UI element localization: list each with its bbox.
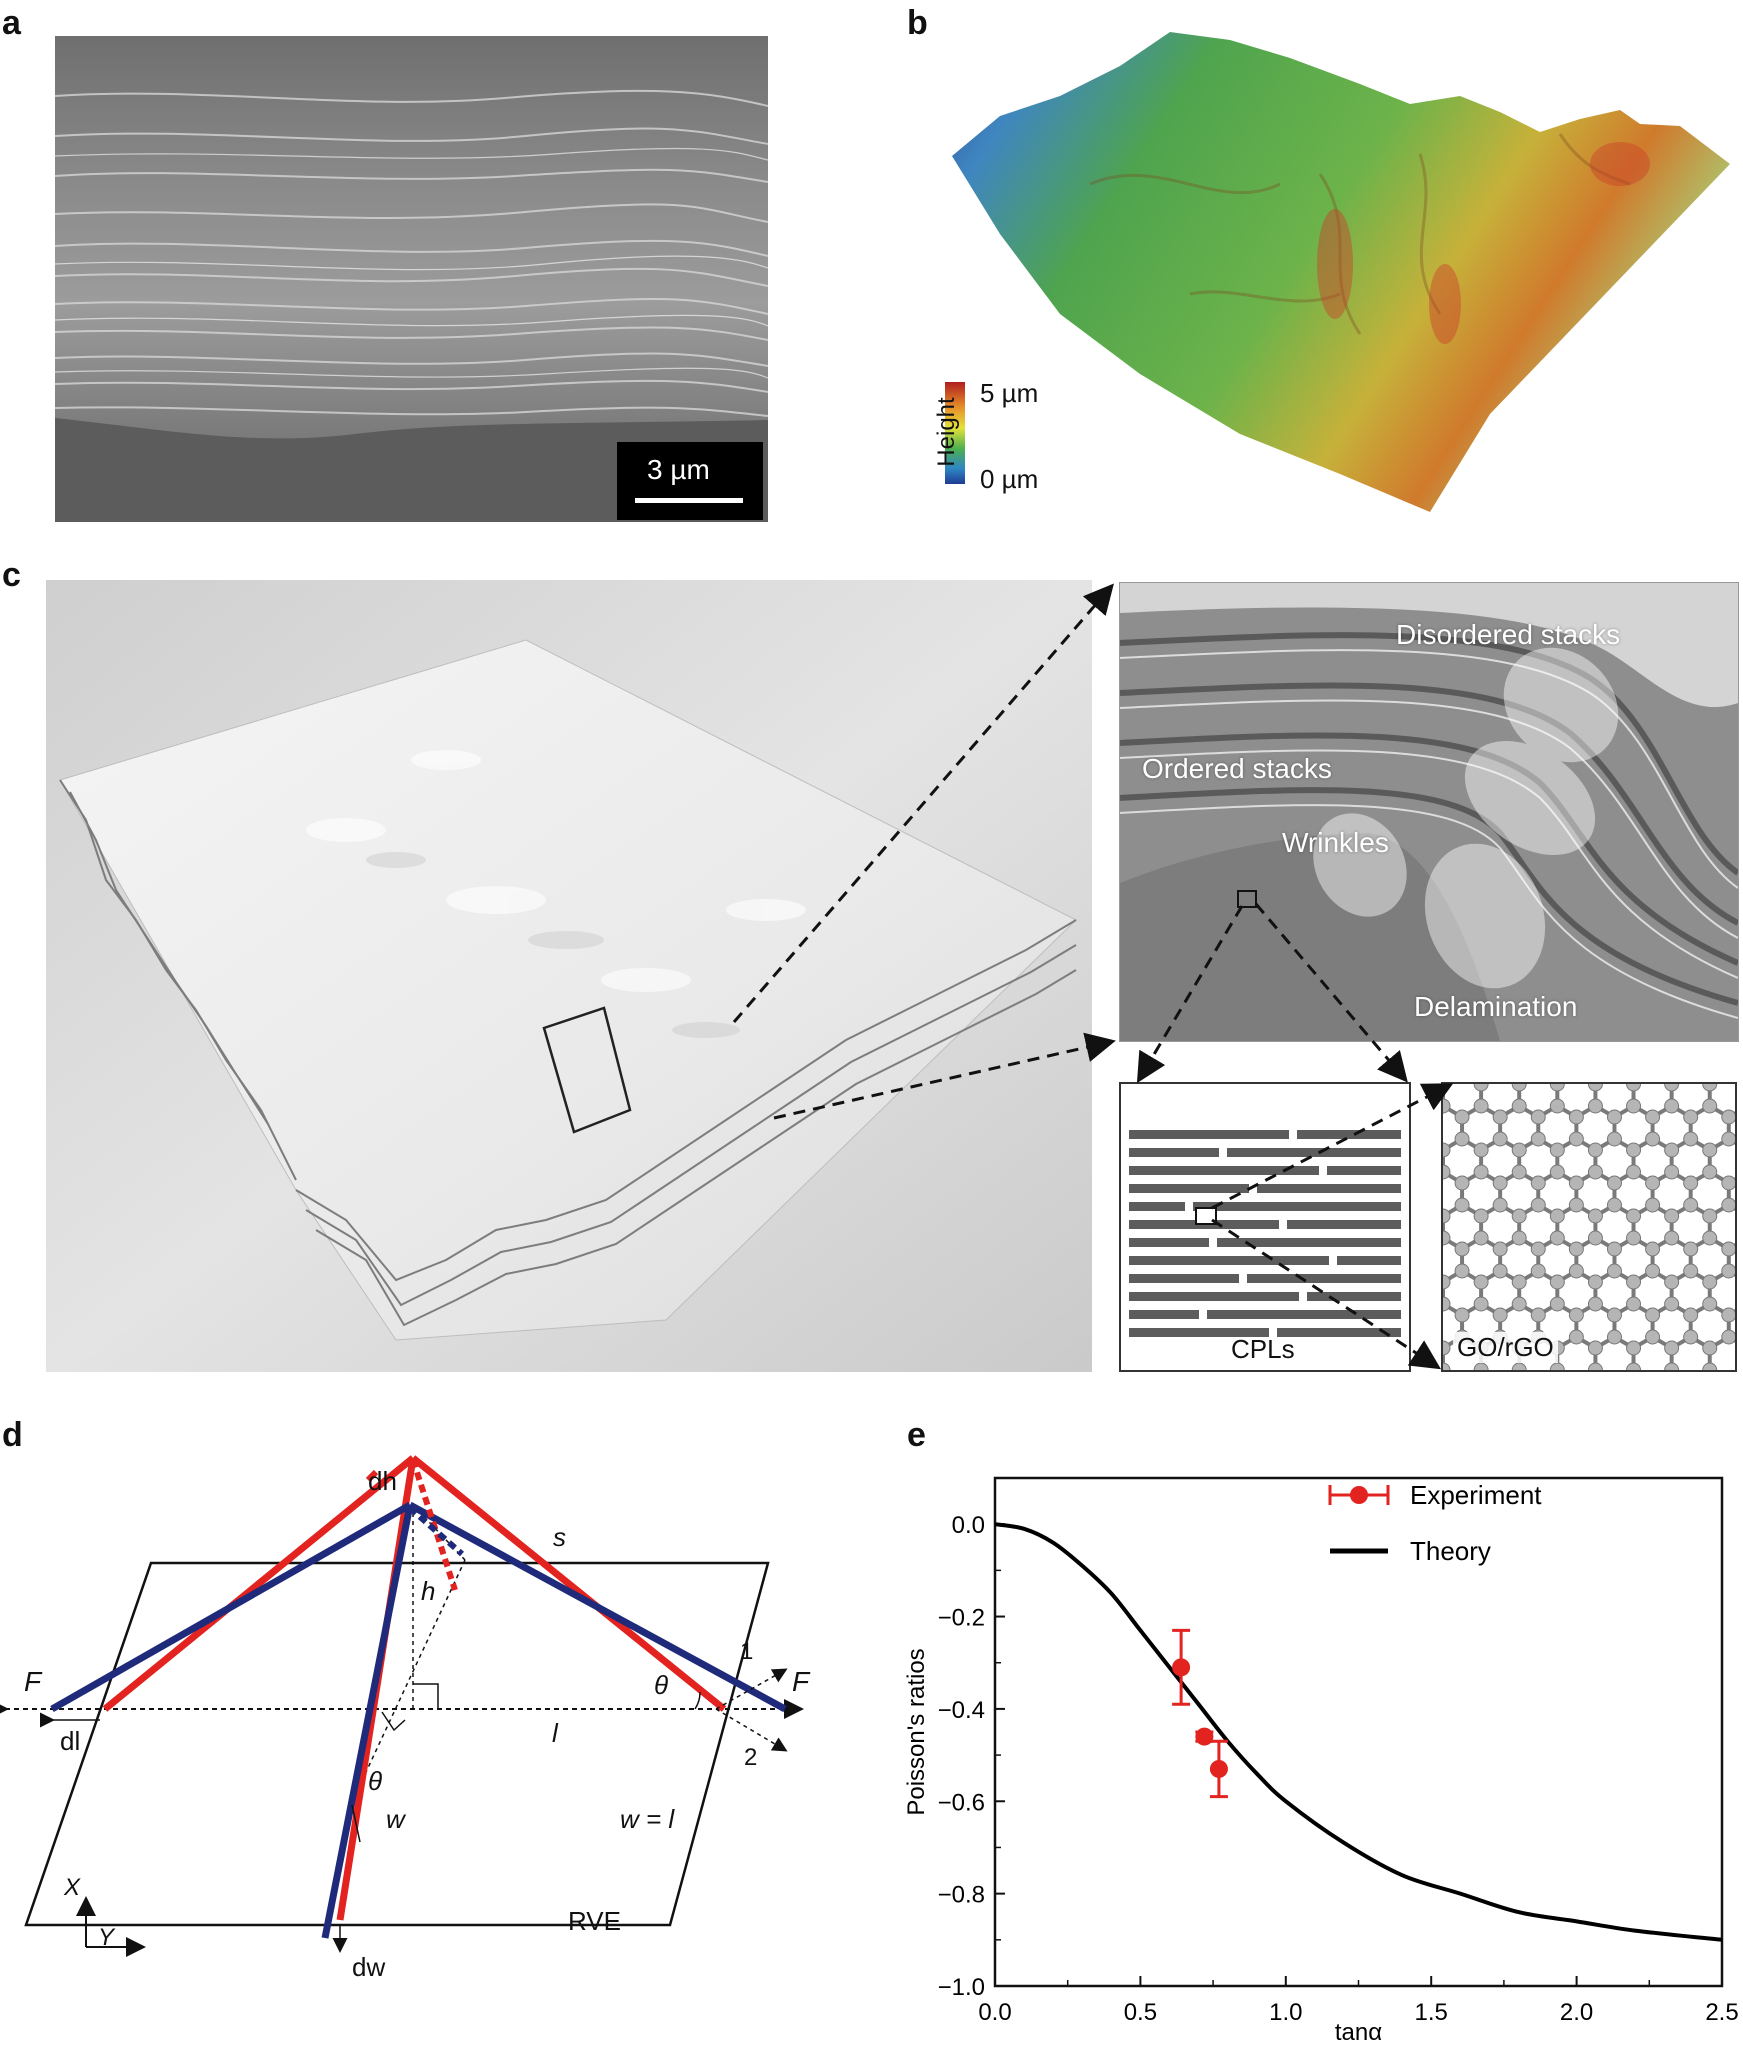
poisson-ratio-chart: 0.0 −0.2 −0.4 −0.6 −0.8 −1.0 0.0 0.5 1.0 1.5 2.0 2… (903, 1476, 1739, 2046)
label-dl: dl (60, 1726, 81, 1756)
label-l: l (552, 1718, 558, 1748)
x-tick-label: 2.5 (1705, 1999, 1738, 2026)
label-ordered-stacks: Ordered stacks (1142, 753, 1332, 784)
label-dw: dw (352, 1952, 386, 1982)
y-tick-label: −0.4 (938, 1697, 985, 1724)
x-tick-label: 2.0 (1560, 1999, 1593, 2026)
x-tick-label: 1.0 (1269, 1999, 1302, 2026)
panel-letter-b: b (907, 4, 928, 42)
y-tick-label: 0.0 (952, 1512, 985, 1539)
colorbar-min-label: 0 µm (980, 464, 1039, 494)
x-axis-label: tanα (1335, 2019, 1382, 2046)
legend-experiment-label: Experiment (1410, 1480, 1542, 1510)
label-axis-y: Y (98, 1924, 115, 1951)
scale-bar-label: 3 µm (647, 454, 710, 485)
label-s: s (553, 1522, 566, 1552)
data-point-experiment (1209, 1759, 1228, 1778)
label-rve: RVE (568, 1906, 621, 1936)
plot-frame (993, 1476, 1724, 1988)
label-direction-2: 2 (744, 1744, 758, 1771)
y-tick-label: −0.2 (938, 1605, 985, 1632)
label-go-rgo: GO/rGO (1453, 1332, 1558, 1363)
label-disordered-stacks: Disordered stacks (1396, 619, 1621, 650)
rendered-film-image (46, 580, 1092, 1372)
label-direction-1: 1 (740, 1638, 754, 1665)
series-experiment (1172, 1628, 1228, 1799)
panel-letter-e: e (907, 1416, 926, 1454)
legend-experiment-marker (1350, 1486, 1368, 1504)
y-axis-ticks: 0.0 −0.2 −0.4 −0.6 −0.8 −1.0 (938, 1512, 1005, 2001)
label-theta-bottom: θ (368, 1766, 383, 1796)
label-w: w (386, 1804, 405, 1834)
x-tick-label: 0.5 (1124, 1999, 1157, 2026)
label-w-equals-l: w = l (620, 1804, 675, 1834)
label-delamination: Delamination (1414, 991, 1578, 1022)
stack-structure-image: Disordered stacks Ordered stacks Wrinkle… (1119, 582, 1739, 1042)
label-f-left: F (24, 1666, 42, 1697)
x-axis-ticks: 0.0 0.5 1.0 1.5 2.0 2.5 (978, 1976, 1739, 2026)
label-f-right: F (792, 1666, 810, 1697)
y-tick-label: −0.8 (938, 1882, 985, 1909)
y-tick-label: −0.6 (938, 1789, 985, 1816)
sem-cross-section-image: 3 µm (55, 36, 768, 522)
rve-geometry-diagram (0, 1455, 804, 1957)
y-tick-label: −1.0 (938, 1974, 985, 2001)
x-tick-label: 1.5 (1415, 1999, 1448, 2026)
label-theta-right: θ (654, 1670, 669, 1700)
panel-letter-c: c (2, 556, 21, 594)
y-axis-label: Poisson's ratios (903, 1648, 930, 1815)
panel-letter-a: a (2, 4, 21, 42)
data-point-experiment (1195, 1727, 1214, 1746)
label-h: h (421, 1576, 436, 1606)
legend-theory-label: Theory (1410, 1536, 1491, 1566)
label-axis-x: X (64, 1874, 81, 1901)
height-map-image: Height 5 µm 0 µm (933, 14, 1740, 524)
label-dh: dh (368, 1466, 397, 1496)
colorbar-max-label: 5 µm (980, 378, 1039, 408)
x-tick-label: 0.0 (978, 1999, 1011, 2026)
legend: Experiment Theory (1328, 1480, 1542, 1566)
label-wrinkles: Wrinkles (1282, 827, 1389, 858)
series-line-theory (994, 1522, 1723, 1942)
panel-letter-d: d (2, 1416, 23, 1454)
go-lattice-inset: GO/rGO (1441, 1082, 1737, 1372)
data-point-experiment (1172, 1658, 1191, 1677)
label-cpls: CPLs (1231, 1334, 1295, 1364)
